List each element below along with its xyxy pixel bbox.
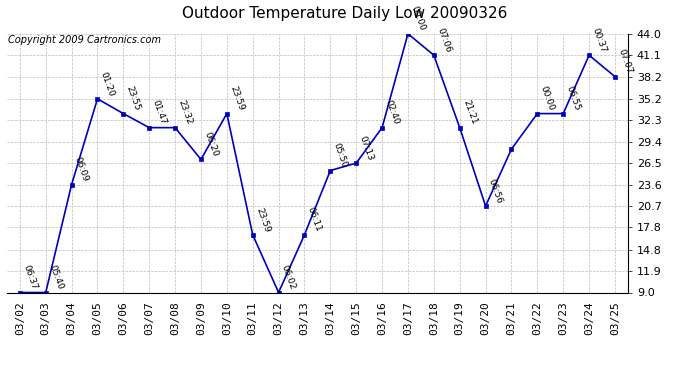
Text: 06:02: 06:02 <box>280 264 297 291</box>
Text: 00:37: 00:37 <box>591 26 608 54</box>
Text: 23:59: 23:59 <box>228 85 246 112</box>
Text: 01:20: 01:20 <box>99 70 116 98</box>
Text: 05:50: 05:50 <box>332 142 349 169</box>
Text: Copyright 2009 Cartronics.com: Copyright 2009 Cartronics.com <box>8 35 161 45</box>
Text: 02:40: 02:40 <box>384 99 401 126</box>
Text: 06:56: 06:56 <box>487 177 504 205</box>
Text: 01:47: 01:47 <box>150 99 168 126</box>
Text: 06:20: 06:20 <box>202 131 219 158</box>
Text: 23:32: 23:32 <box>177 99 194 126</box>
Text: 21:21: 21:21 <box>461 99 478 126</box>
Text: 06:37: 06:37 <box>21 264 39 291</box>
Text: 07:06: 07:06 <box>435 26 453 54</box>
Text: 00:00: 00:00 <box>539 85 556 112</box>
Text: 00:00: 00:00 <box>409 5 426 32</box>
Text: Outdoor Temperature Daily Low 20090326: Outdoor Temperature Daily Low 20090326 <box>182 6 508 21</box>
Text: 05:40: 05:40 <box>47 264 64 291</box>
Text: 23:59: 23:59 <box>254 206 271 234</box>
Text: 23:55: 23:55 <box>125 85 142 112</box>
Text: 07:13: 07:13 <box>357 134 375 162</box>
Text: 06:55: 06:55 <box>564 85 582 112</box>
Text: 06:09: 06:09 <box>73 156 90 183</box>
Text: 07:07: 07:07 <box>616 48 633 75</box>
Text: 06:11: 06:11 <box>306 206 323 234</box>
